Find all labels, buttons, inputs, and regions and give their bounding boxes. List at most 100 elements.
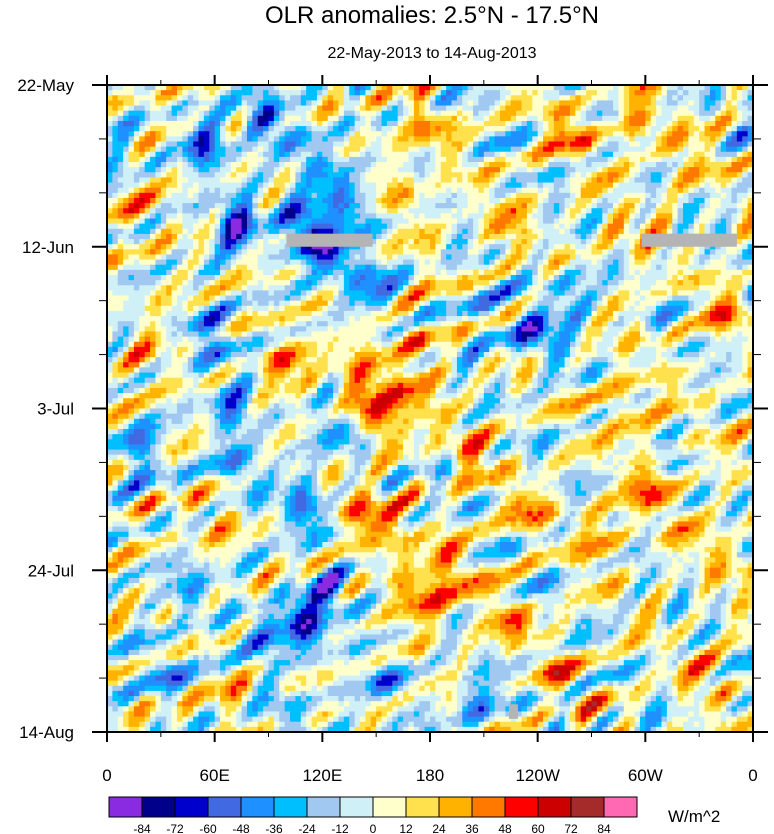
heatmap-cell xyxy=(575,151,582,158)
heatmap-cell xyxy=(650,151,657,158)
heatmap-cell xyxy=(333,290,340,297)
heatmap-cell xyxy=(596,280,603,286)
heatmap-cell xyxy=(666,110,673,117)
heatmap-cell xyxy=(160,203,167,209)
heatmap-cell xyxy=(693,197,700,204)
heatmap-cell xyxy=(193,197,200,204)
heatmap-cell xyxy=(602,274,609,281)
heatmap-cell xyxy=(430,203,436,209)
heatmap-cell xyxy=(629,126,636,132)
heatmap-cell xyxy=(704,197,711,204)
heatmap-cell xyxy=(354,203,361,209)
heatmap-cell xyxy=(155,85,162,91)
heatmap-cell xyxy=(715,203,722,209)
heatmap-cell xyxy=(607,239,614,245)
heatmap-cell xyxy=(133,244,140,250)
heatmap-cell xyxy=(220,126,227,132)
heatmap-cell xyxy=(343,187,350,194)
heatmap-cell xyxy=(290,290,297,297)
heatmap-cell xyxy=(580,249,587,256)
heatmap-cell xyxy=(456,177,463,184)
heatmap-cell xyxy=(117,218,124,225)
heatmap-cell xyxy=(569,228,576,235)
heatmap-cell xyxy=(144,285,151,291)
heatmap-cell xyxy=(516,213,523,220)
heatmap-cell xyxy=(478,177,485,184)
heatmap-cell xyxy=(284,90,291,96)
heatmap-cell xyxy=(290,115,297,122)
heatmap-cell xyxy=(112,95,119,101)
heatmap-cell xyxy=(306,95,313,101)
heatmap-cell xyxy=(252,259,259,266)
heatmap-cell xyxy=(446,151,453,158)
heatmap-cell xyxy=(553,197,560,204)
heatmap-cell xyxy=(225,244,232,250)
heatmap-cell xyxy=(580,218,587,225)
heatmap-cell xyxy=(392,110,399,117)
heatmap-cell xyxy=(569,177,576,184)
heatmap-cell xyxy=(279,259,286,266)
heatmap-cell xyxy=(193,115,200,122)
heatmap-cell xyxy=(505,105,512,112)
heatmap-cell xyxy=(182,280,189,286)
heatmap-cell xyxy=(133,115,140,122)
heatmap-cell xyxy=(467,115,474,122)
heatmap-cell xyxy=(155,172,162,179)
heatmap-cell xyxy=(133,203,140,209)
heatmap-cell xyxy=(553,85,560,91)
heatmap-cell xyxy=(580,239,587,245)
heatmap-cell xyxy=(424,120,431,127)
heatmap-cell xyxy=(300,197,307,204)
heatmap-cell xyxy=(672,249,679,256)
heatmap-cell xyxy=(360,228,366,235)
heatmap-cell xyxy=(499,172,506,179)
heatmap-cell xyxy=(499,146,506,153)
heatmap-cell xyxy=(650,259,657,266)
heatmap-cell xyxy=(726,280,733,286)
heatmap-cell xyxy=(311,100,318,107)
heatmap-cell xyxy=(257,136,264,143)
heatmap-cell xyxy=(715,228,722,235)
heatmap-cell xyxy=(252,249,259,256)
heatmap-cell xyxy=(198,120,205,127)
heatmap-cell xyxy=(365,259,372,266)
heatmap-cell xyxy=(580,120,587,127)
heatmap-cell xyxy=(176,280,183,286)
heatmap-cell xyxy=(300,162,307,168)
heatmap-cell xyxy=(246,274,253,281)
heatmap-cell xyxy=(176,172,183,179)
heatmap-cell xyxy=(548,208,555,214)
heatmap-cell xyxy=(629,197,636,204)
heatmap-cell xyxy=(473,208,480,214)
heatmap-cell xyxy=(639,177,646,184)
heatmap-cell xyxy=(629,146,636,153)
heatmap-cell xyxy=(386,228,393,235)
heatmap-cell xyxy=(731,167,738,173)
heatmap-cell xyxy=(435,197,442,204)
heatmap-cell xyxy=(376,177,383,184)
heatmap-cell xyxy=(704,136,711,143)
heatmap-cell xyxy=(494,156,501,163)
heatmap-cell xyxy=(736,280,743,286)
heatmap-cell xyxy=(580,110,587,117)
heatmap-cell xyxy=(704,218,711,225)
heatmap-cell xyxy=(521,197,528,204)
heatmap-cell xyxy=(279,100,286,107)
heatmap-cell xyxy=(559,126,566,132)
heatmap-cell xyxy=(311,290,318,297)
heatmap-cell xyxy=(290,259,297,266)
heatmap-cell xyxy=(257,131,264,137)
heatmap-cell xyxy=(117,228,124,235)
heatmap-cell xyxy=(467,218,474,225)
heatmap-cell xyxy=(747,264,753,271)
heatmap-cell xyxy=(133,146,140,153)
heatmap-cell xyxy=(618,85,625,91)
heatmap-cell xyxy=(505,172,512,179)
heatmap-cell xyxy=(656,285,663,291)
heatmap-cell xyxy=(112,146,119,153)
heatmap-cell xyxy=(586,274,593,281)
heatmap-cell xyxy=(435,110,442,117)
heatmap-cell xyxy=(591,162,598,168)
heatmap-cell xyxy=(203,285,210,291)
heatmap-cell xyxy=(634,141,641,148)
